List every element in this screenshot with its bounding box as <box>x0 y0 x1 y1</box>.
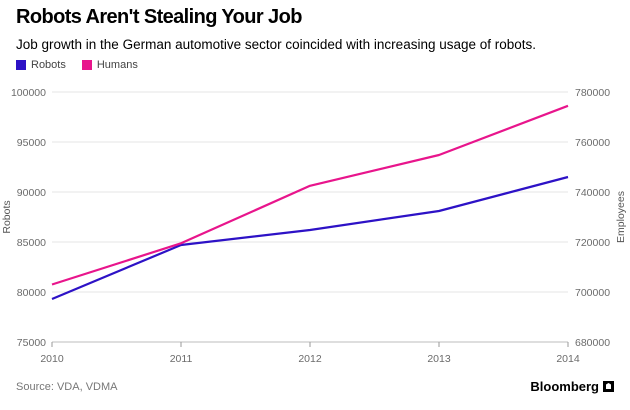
gridlines <box>52 91 568 343</box>
series-line-robots <box>51 175 569 301</box>
source-note: Source: VDA, VDMA <box>16 381 118 393</box>
series-lines <box>51 104 569 301</box>
y-right-tick-label: 780000 <box>575 87 610 99</box>
x-tick-label: 2012 <box>298 353 322 365</box>
y-right-tick-label: 720000 <box>575 237 610 249</box>
y-left-tick-label: 90000 <box>17 187 46 199</box>
y-left-tick-label: 95000 <box>17 137 46 149</box>
axes: 75000 80000 85000 90000 95000 100000 680000 700… <box>1 87 627 365</box>
chart-subtitle: Job growth in the German automotive sect… <box>16 37 537 52</box>
y-right-axis-label: Employees <box>615 191 627 243</box>
x-tick-label: 2010 <box>40 353 64 365</box>
legend-item-robots: Robots <box>16 59 66 71</box>
legend: Robots Humans <box>16 59 154 71</box>
legend-swatch-humans <box>81 60 92 70</box>
y-left-axis-label: Robots <box>1 200 13 233</box>
legend-swatch-robots <box>16 60 26 70</box>
y-right-tick-label: 760000 <box>575 137 610 149</box>
x-tick-label: 2013 <box>427 353 451 365</box>
legend-label-robots: Robots <box>31 59 66 71</box>
x-tick-label: 2014 <box>556 353 580 365</box>
chart-title: Robots Aren't Stealing Your Job <box>16 6 302 28</box>
y-left-tick-label: 75000 <box>17 337 46 349</box>
y-right-tick-label: 740000 <box>575 187 610 199</box>
brand-name: Bloomberg <box>530 379 599 394</box>
y-left-tick-label: 100000 <box>11 87 46 99</box>
legend-label-humans: Humans <box>96 59 138 71</box>
x-tick-label: 2011 <box>170 353 193 365</box>
series-line-humans <box>51 104 569 286</box>
y-right-tick-label: 680000 <box>575 337 610 349</box>
brand-logo: Bloomberg <box>530 379 614 394</box>
y-left-tick-label: 85000 <box>17 237 46 249</box>
y-left-tick-label: 80000 <box>17 287 46 299</box>
legend-item-humans: Humans <box>81 59 138 71</box>
brand-icon <box>603 381 614 392</box>
y-right-tick-label: 700000 <box>575 287 610 299</box>
